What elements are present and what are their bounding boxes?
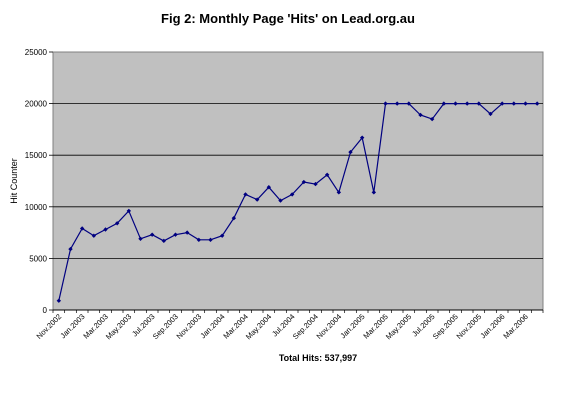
plot-area <box>52 51 544 311</box>
data-point <box>289 192 295 197</box>
y-tick-label: 20000 <box>25 100 48 109</box>
data-point <box>126 208 132 214</box>
data-point <box>266 184 272 190</box>
y-tick-label: 10000 <box>25 203 48 212</box>
data-point <box>219 233 225 238</box>
data-point <box>208 237 213 243</box>
x-axis-ticks: Nov.2002Jan.2003Mar.2003May.2003Jul.2003… <box>35 309 544 341</box>
data-point <box>313 181 318 187</box>
data-point <box>243 192 248 197</box>
data-point <box>453 101 458 106</box>
data-point <box>429 116 435 122</box>
x-tick-label: Nov.2003 <box>175 312 204 341</box>
y-axis-title: Hit Counter <box>9 158 19 204</box>
data-point <box>488 111 493 117</box>
data-point <box>184 230 190 235</box>
data-point <box>79 226 85 231</box>
data-point <box>301 179 307 185</box>
data-point <box>173 232 178 237</box>
data-point <box>68 246 73 252</box>
x-tick-label: May.2005 <box>384 312 413 341</box>
data-point <box>523 101 528 106</box>
chart-title: Fig 2: Monthly Page 'Hits' on Lead.org.a… <box>161 11 415 26</box>
data-point <box>336 190 342 195</box>
data-point <box>56 298 62 303</box>
data-point <box>254 197 260 202</box>
data-point <box>103 227 108 232</box>
data-point <box>161 238 167 244</box>
data-point <box>394 101 400 106</box>
y-tick-label: 15000 <box>25 151 48 160</box>
x-tick-label: Nov.2004 <box>315 312 344 341</box>
x-tick-label: Nov.2002 <box>35 312 64 341</box>
data-point <box>149 232 155 237</box>
x-tick-label: Sep.2004 <box>291 312 320 341</box>
series-markers <box>56 101 540 303</box>
data-point <box>371 190 377 195</box>
data-point <box>348 149 353 155</box>
data-point <box>196 237 202 243</box>
data-point <box>511 101 517 106</box>
y-tick-label: 5000 <box>29 254 47 263</box>
data-point <box>324 172 330 178</box>
x-tick-label: May.2003 <box>104 312 133 341</box>
data-point <box>418 112 423 118</box>
y-tick-label: 0 <box>43 306 48 315</box>
data-point <box>464 101 470 106</box>
total-hits-label: Total Hits: 537,997 <box>279 353 357 363</box>
data-point <box>441 101 447 106</box>
data-point <box>499 101 505 106</box>
data-point <box>359 135 365 140</box>
data-point <box>534 101 540 106</box>
x-tick-label: Sep.2003 <box>151 312 180 341</box>
x-tick-label: Mar.2006 <box>501 312 529 340</box>
x-tick-label: May.2004 <box>244 312 273 341</box>
x-tick-label: Sep.2005 <box>431 312 460 341</box>
y-axis-ticks: 0 5000 10000 15000 20000 25000 <box>25 48 53 315</box>
data-point <box>91 233 97 238</box>
data-point <box>278 198 283 203</box>
data-point <box>231 215 237 221</box>
data-point <box>406 101 412 106</box>
data-point <box>476 101 482 106</box>
x-tick-label: Nov.2005 <box>455 312 484 341</box>
data-point <box>383 101 388 106</box>
data-point <box>114 221 120 226</box>
data-point <box>138 236 143 241</box>
y-tick-label: 25000 <box>25 48 48 57</box>
